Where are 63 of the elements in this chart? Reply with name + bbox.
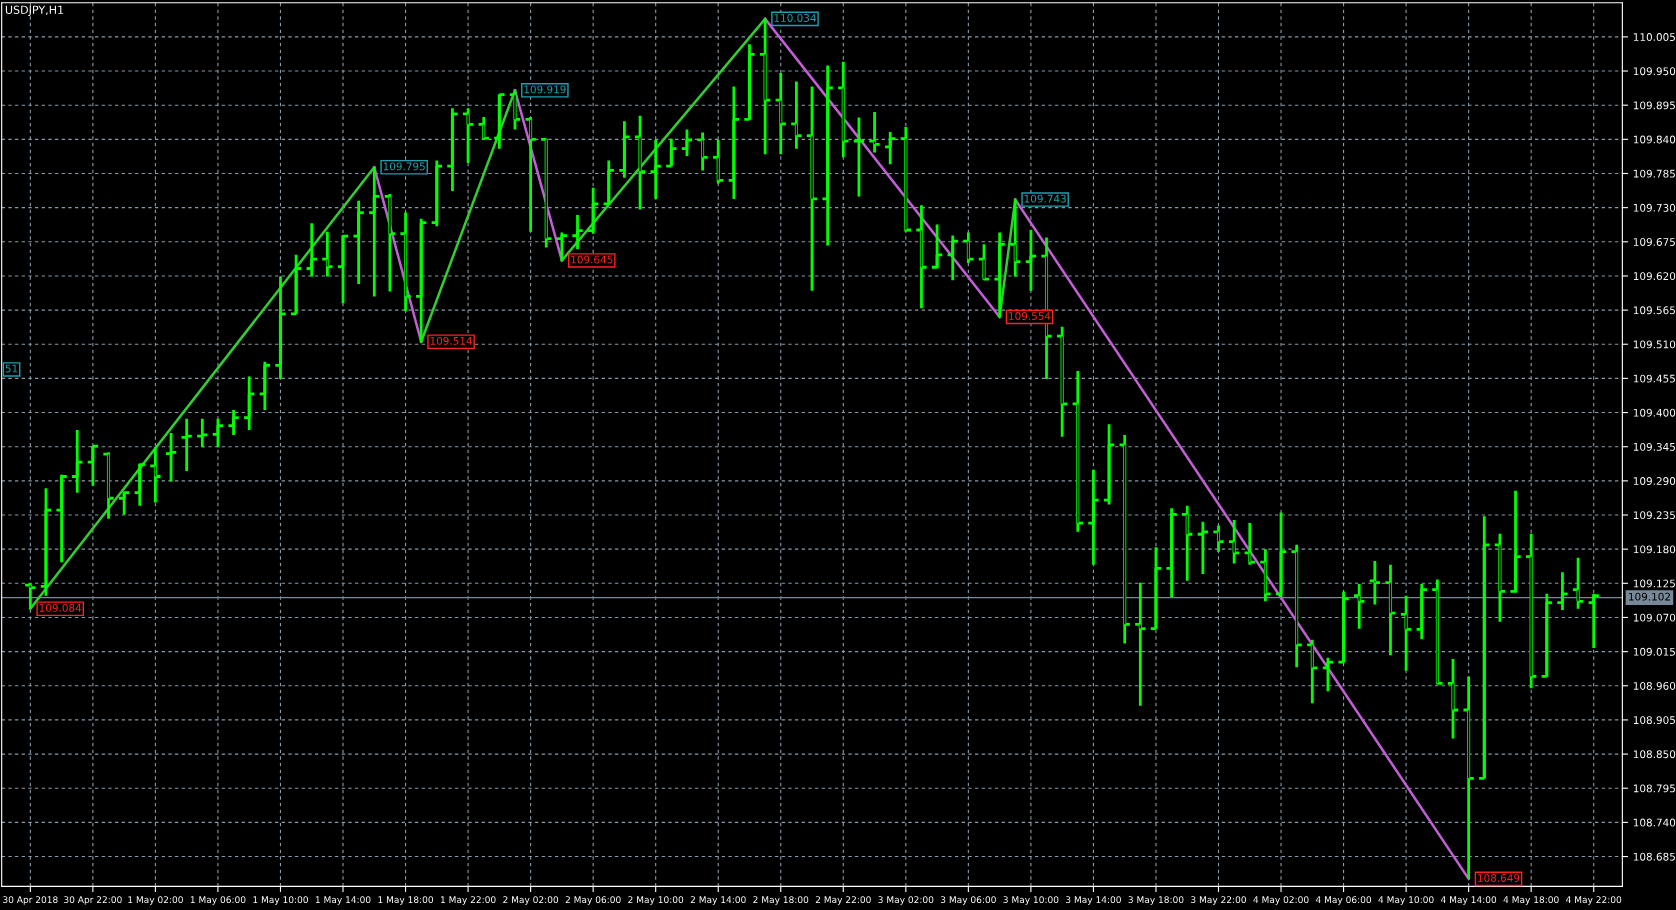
x-tick-label: 2 May 02:00 xyxy=(503,896,559,905)
y-tick-label: 109.620 xyxy=(1633,272,1676,281)
y-tick-label: 109.345 xyxy=(1633,442,1675,451)
x-tick-label: 3 May 06:00 xyxy=(940,896,996,905)
x-tick-label: 1 May 14:00 xyxy=(315,896,371,905)
y-tick-label: 109.675 xyxy=(1633,238,1675,246)
annotation: 108.649 xyxy=(1478,874,1520,882)
y-tick-label: 109.125 xyxy=(1633,579,1675,588)
chart-title: USDJPY,H1 xyxy=(5,5,64,17)
x-tick-label: 4 May 06:00 xyxy=(1315,896,1372,905)
y-tick-label: 109.235 xyxy=(1633,511,1675,520)
y-tick-label: 109.290 xyxy=(1633,477,1676,485)
x-tick-label: 1 May 02:00 xyxy=(128,896,183,905)
y-tick-label: 109.180 xyxy=(1633,545,1676,554)
x-tick-label: 4 May 22:00 xyxy=(1566,896,1622,905)
x-tick-label: 3 May 22:00 xyxy=(1191,896,1246,905)
x-tick-label: 1 May 22:00 xyxy=(440,896,496,905)
y-tick-label: 108.740 xyxy=(1633,818,1676,827)
x-tick-label: 2 May 14:00 xyxy=(690,896,746,905)
annotation: 109.084 xyxy=(39,603,82,612)
x-tick-label: 3 May 14:00 xyxy=(1066,896,1121,905)
annotation: 109.554 xyxy=(1009,312,1051,320)
annotation: 109.795 xyxy=(383,162,425,171)
x-tick-label: 1 May 10:00 xyxy=(253,896,308,905)
x-tick-label: 1 May 06:00 xyxy=(190,896,246,905)
y-tick-label: 108.905 xyxy=(1633,716,1675,725)
y-tick-label: 109.510 xyxy=(1633,340,1676,349)
x-tick-label: 3 May 10:00 xyxy=(1003,896,1059,905)
y-tick-label: 109.840 xyxy=(1633,135,1676,144)
x-tick-label: 1 May 18:00 xyxy=(378,896,434,905)
y-tick-label: 109.785 xyxy=(1633,169,1675,178)
y-tick-label: 109.895 xyxy=(1633,101,1675,110)
y-tick-label: 108.795 xyxy=(1633,784,1675,793)
annotation: 51 xyxy=(5,364,18,373)
annotation: 110.034 xyxy=(774,14,816,22)
annotation: 109.645 xyxy=(571,255,613,264)
x-tick-label: 4 May 02:00 xyxy=(1253,896,1309,905)
annotation: 109.743 xyxy=(1024,194,1066,203)
y-tick-label: 109.455 xyxy=(1633,374,1675,383)
x-tick-label: 4 May 14:00 xyxy=(1441,896,1497,905)
x-tick-label: 4 May 10:00 xyxy=(1378,896,1434,905)
y-tick-label: 109.400 xyxy=(1633,408,1676,417)
y-tick-label: 110.005 xyxy=(1633,33,1675,41)
y-tick-label: 109.070 xyxy=(1633,613,1676,622)
annotation: 109.919 xyxy=(524,85,566,94)
x-tick-label: 3 May 02:00 xyxy=(878,896,934,905)
x-tick-label: 3 May 18:00 xyxy=(1128,896,1184,905)
annotation: 109.514 xyxy=(430,336,472,345)
x-tick-label: 4 May 18:00 xyxy=(1503,896,1559,905)
y-tick-label: 108.685 xyxy=(1633,852,1675,861)
y-tick-label: 109.015 xyxy=(1633,647,1675,656)
x-tick-label: 30 Apr 2018 xyxy=(3,896,58,905)
x-tick-label: 2 May 06:00 xyxy=(565,896,621,905)
y-tick-label: 108.960 xyxy=(1633,682,1676,690)
ref-line-label: 109.102 xyxy=(1629,592,1670,601)
x-tick-label: 2 May 10:00 xyxy=(628,896,684,905)
y-tick-label: 109.730 xyxy=(1633,203,1676,212)
y-tick-label: 109.565 xyxy=(1633,306,1675,315)
x-tick-label: 2 May 22:00 xyxy=(815,896,871,905)
x-tick-label: 2 May 18:00 xyxy=(753,896,809,905)
x-tick-label: 30 Apr 22:00 xyxy=(64,896,122,905)
y-tick-label: 108.850 xyxy=(1633,750,1676,759)
y-tick-label: 109.950 xyxy=(1633,67,1676,76)
